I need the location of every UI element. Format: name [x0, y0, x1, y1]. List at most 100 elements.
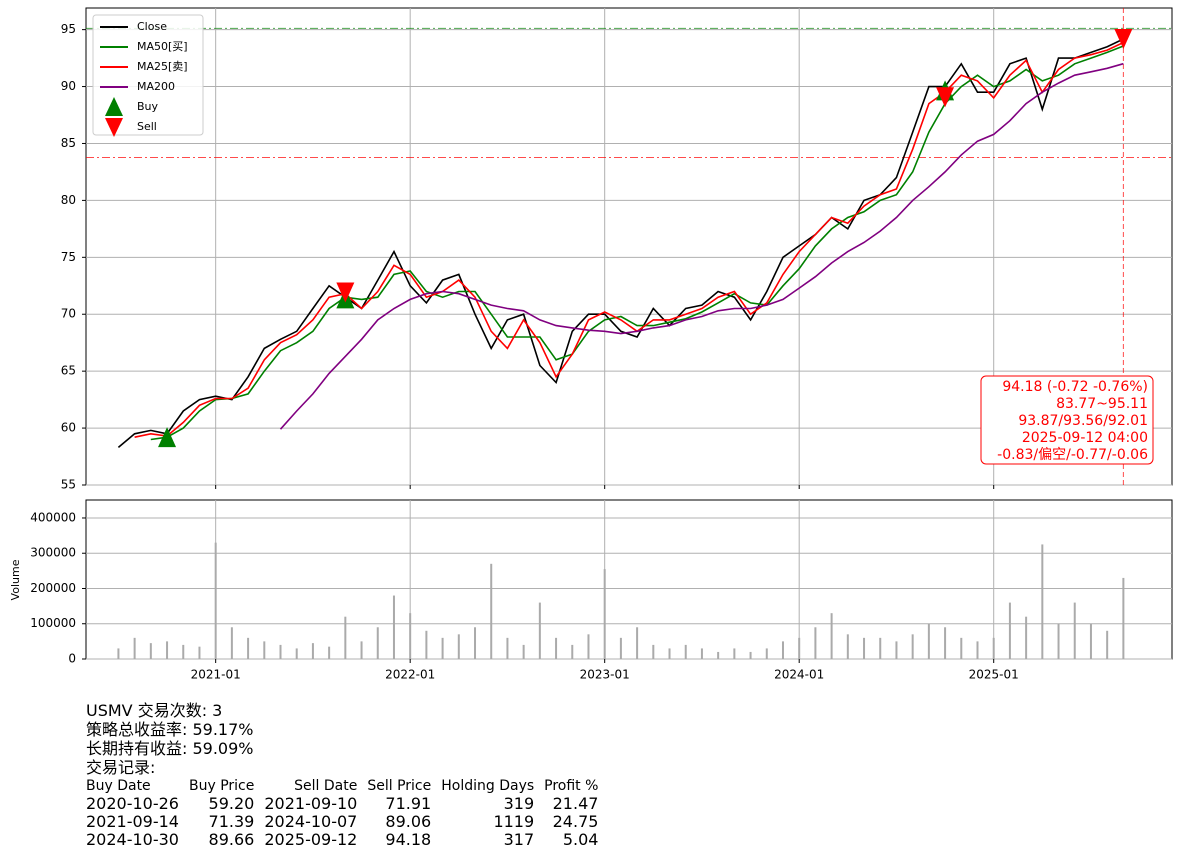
- annotation-text: -0.83/偏空/-0.77/-0.06: [997, 447, 1148, 463]
- volume-bar: [1057, 623, 1060, 659]
- y-tick-label: 60: [61, 421, 76, 435]
- volume-bar: [1041, 544, 1044, 659]
- volume-bar: [700, 648, 703, 659]
- volume-bar: [1025, 616, 1028, 659]
- volume-bar: [749, 651, 752, 659]
- volume-bar: [976, 641, 979, 659]
- table-cell: 2025-09-12: [264, 830, 358, 849]
- volume-bar: [927, 623, 930, 659]
- y-axis-label: Volume: [9, 559, 22, 600]
- table-cell: 2024-10-07: [264, 812, 358, 831]
- volume-bar: [506, 637, 509, 659]
- table-cell: 319: [503, 794, 535, 813]
- volume-bar: [798, 637, 801, 659]
- x-tick-label: 2023-01: [580, 668, 630, 682]
- volume-bar: [733, 648, 736, 659]
- volume-bar: [166, 641, 169, 659]
- volume-bar: [457, 634, 460, 659]
- volume-bar: [441, 637, 444, 659]
- volume-bar: [619, 637, 622, 659]
- x-tick-label: 2024-01: [774, 668, 824, 682]
- legend-label: Close: [137, 20, 167, 33]
- volume-bar: [603, 569, 606, 659]
- volume-bar: [1122, 577, 1125, 659]
- volume-bar: [814, 627, 817, 659]
- volume-bar: [765, 648, 768, 659]
- volume-bar: [311, 643, 314, 659]
- volume-bar: [717, 651, 720, 659]
- y-tick-label: 55: [61, 478, 76, 492]
- sell-marker: [936, 87, 955, 108]
- x-tick-label: 2021-01: [191, 668, 241, 682]
- volume-bar: [328, 646, 331, 659]
- y-tick-label: 65: [61, 364, 76, 378]
- table-cell: 89.06: [385, 812, 432, 831]
- x-tick-label: 2025-01: [969, 668, 1019, 682]
- sell-marker: [336, 282, 355, 303]
- report-line: 交易记录:: [86, 758, 156, 777]
- volume-bar: [538, 602, 541, 659]
- volume-bar: [490, 563, 493, 659]
- column-header: Buy Date: [86, 778, 151, 794]
- table-header: Buy Date Buy Price Sell Date Sell Price Hold…: [86, 777, 603, 795]
- volume-bar: [344, 616, 347, 659]
- volume-bar: [992, 637, 995, 659]
- table-cell: 2021-09-14: [86, 812, 179, 831]
- volume-bar: [117, 648, 120, 659]
- volume-bar: [830, 613, 833, 659]
- report-line: USMV 交易次数: 3: [86, 701, 223, 720]
- volume-bar: [781, 641, 784, 659]
- line-series: [134, 41, 1124, 438]
- volume-bar: [587, 634, 590, 659]
- legend-label: Buy: [137, 100, 159, 113]
- y-tick-label: 70: [61, 307, 76, 321]
- report: USMV 交易次数: 3 策略总收益率: 59.17% 长期持有收益: 59.09%…: [86, 701, 603, 849]
- volume-bar: [1008, 602, 1011, 659]
- report-line: 长期持有收益: 59.09%: [86, 739, 254, 758]
- legend-label: MA25[卖]: [137, 60, 188, 73]
- column-header: Holding Days: [441, 778, 535, 794]
- table-cell: 2021-09-10: [264, 794, 358, 813]
- table-cell: 2020-10-26: [86, 794, 179, 813]
- volume-bar: [263, 641, 266, 659]
- legend-swatch: [105, 97, 123, 116]
- volume-bar: [571, 644, 574, 659]
- y-tick-label: 85: [61, 136, 76, 150]
- y-tick-label: 75: [61, 250, 76, 264]
- volume-bar: [522, 644, 525, 659]
- volume-bar: [182, 644, 185, 659]
- volume-bar: [555, 637, 558, 659]
- volume-bar: [295, 648, 298, 659]
- volume-bar: [360, 641, 363, 659]
- legend-label: MA50[买]: [137, 40, 188, 53]
- legend-box: [92, 14, 204, 136]
- table-cell: 71.39: [208, 812, 255, 831]
- y-tick-label: 300000: [30, 546, 76, 560]
- volume-bar: [636, 627, 639, 659]
- annotation-text: 93.87/93.56/92.01: [1018, 413, 1148, 429]
- volume-bar: [652, 644, 655, 659]
- annotation-text: 83.77~95.11: [1056, 396, 1148, 412]
- column-header: Sell Price: [367, 778, 432, 794]
- report-line: 策略总收益率: 59.17%: [86, 720, 254, 739]
- y-tick-label: 95: [61, 22, 76, 36]
- table-cell: 317: [503, 830, 535, 849]
- volume-bar: [960, 637, 963, 659]
- volume-bar: [376, 627, 379, 659]
- table-cell: 24.75: [552, 812, 599, 831]
- x-tick-label: 2022-01: [385, 668, 435, 682]
- table-row: 2020-10-26 59.20 2021-09-10 71.91 319 21.47: [86, 795, 603, 813]
- line-series: [117, 38, 1124, 449]
- volume-bar: [1106, 630, 1109, 659]
- sell-marker: [1114, 28, 1133, 49]
- y-tick-label: 200000: [30, 581, 76, 595]
- annotation: 94.18 (-0.72 -0.76%)83.77~95.1193.87/93.…: [980, 375, 1154, 465]
- volume-bar: [1089, 623, 1092, 659]
- y-tick-label: 100000: [30, 616, 76, 630]
- table-row: 2021-09-14 71.39 2024-10-07 89.06 1119 24.75: [86, 813, 603, 831]
- volume-bar: [214, 542, 217, 659]
- legend-swatch: [105, 118, 123, 137]
- y-tick-label: 90: [61, 79, 76, 93]
- volume-bar: [1073, 602, 1076, 659]
